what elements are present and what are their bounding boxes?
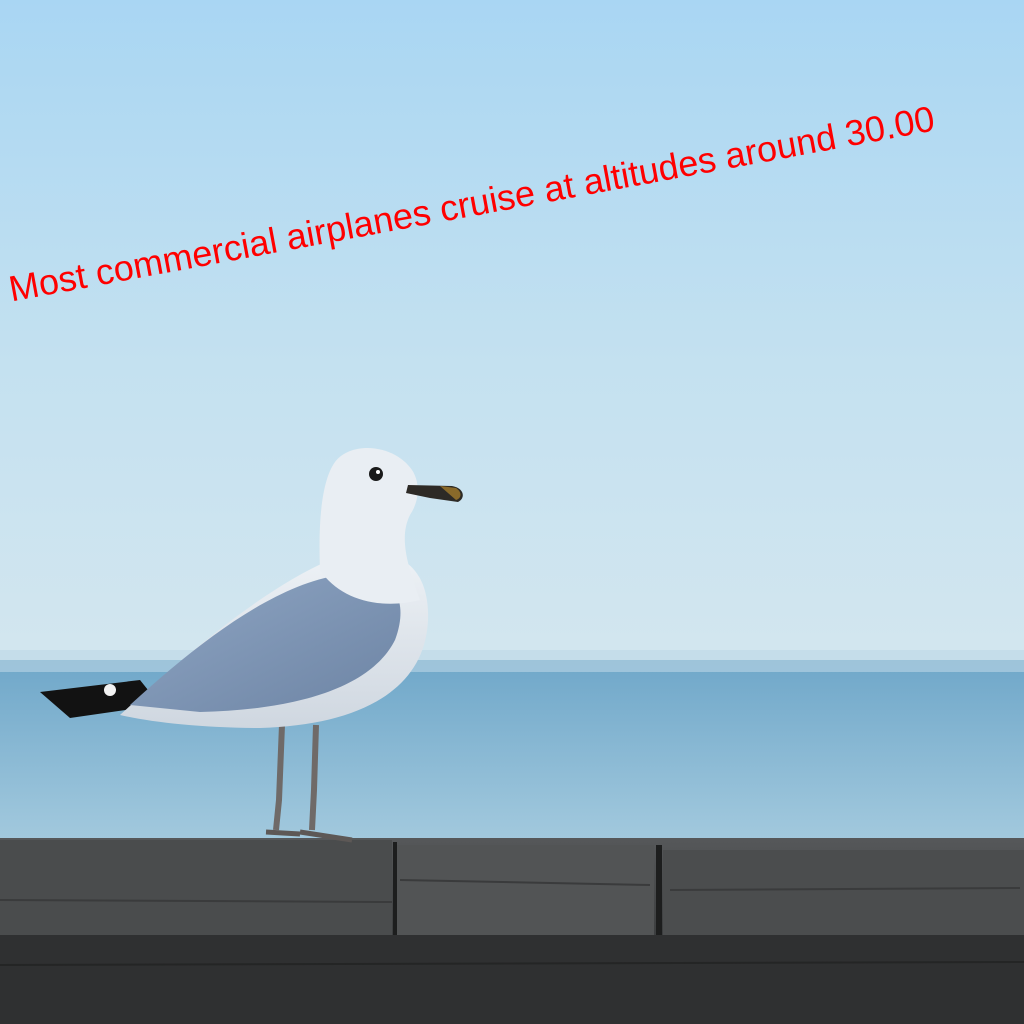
wooden-railing <box>0 838 1024 1024</box>
horizon-haze <box>0 650 1024 672</box>
sky <box>0 0 1024 665</box>
seagull <box>40 448 463 843</box>
